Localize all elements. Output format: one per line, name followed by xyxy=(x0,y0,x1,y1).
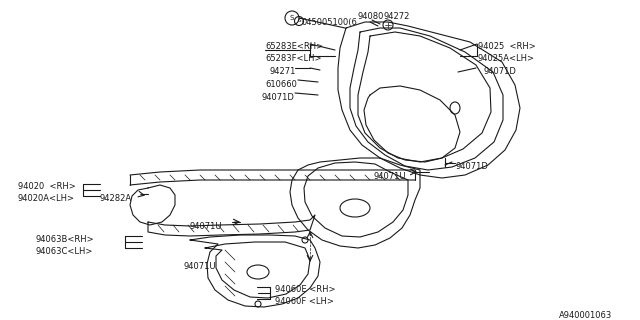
Text: 94071D: 94071D xyxy=(483,67,516,76)
Text: 045005100(6: 045005100(6 xyxy=(302,18,358,27)
Text: A940001063: A940001063 xyxy=(559,311,612,320)
Text: 94071U: 94071U xyxy=(190,222,223,231)
Text: 94080: 94080 xyxy=(358,12,385,21)
Text: 94272: 94272 xyxy=(383,12,410,21)
Text: 94060E <RH>: 94060E <RH> xyxy=(275,285,335,294)
Text: 94071U: 94071U xyxy=(374,172,406,181)
Text: 65283E<RH>: 65283E<RH> xyxy=(265,42,323,51)
Text: 94025  <RH>: 94025 <RH> xyxy=(478,42,536,51)
Text: 94020  <RH>: 94020 <RH> xyxy=(18,182,76,191)
Text: 94071D: 94071D xyxy=(455,162,488,171)
Text: S: S xyxy=(290,15,294,21)
Text: 94071U: 94071U xyxy=(183,262,216,271)
Text: 94063C<LH>: 94063C<LH> xyxy=(35,247,92,256)
Text: 65283F<LH>: 65283F<LH> xyxy=(265,54,321,63)
Text: 94063B<RH>: 94063B<RH> xyxy=(35,235,93,244)
Text: 94071D: 94071D xyxy=(262,93,295,102)
Text: 94020A<LH>: 94020A<LH> xyxy=(18,194,75,203)
Text: 94271: 94271 xyxy=(270,67,296,76)
Text: 610660: 610660 xyxy=(265,80,297,89)
Text: 94060F <LH>: 94060F <LH> xyxy=(275,297,334,306)
Text: 94025A<LH>: 94025A<LH> xyxy=(478,54,535,63)
Text: S: S xyxy=(297,19,301,23)
Text: 94282A: 94282A xyxy=(100,194,132,203)
